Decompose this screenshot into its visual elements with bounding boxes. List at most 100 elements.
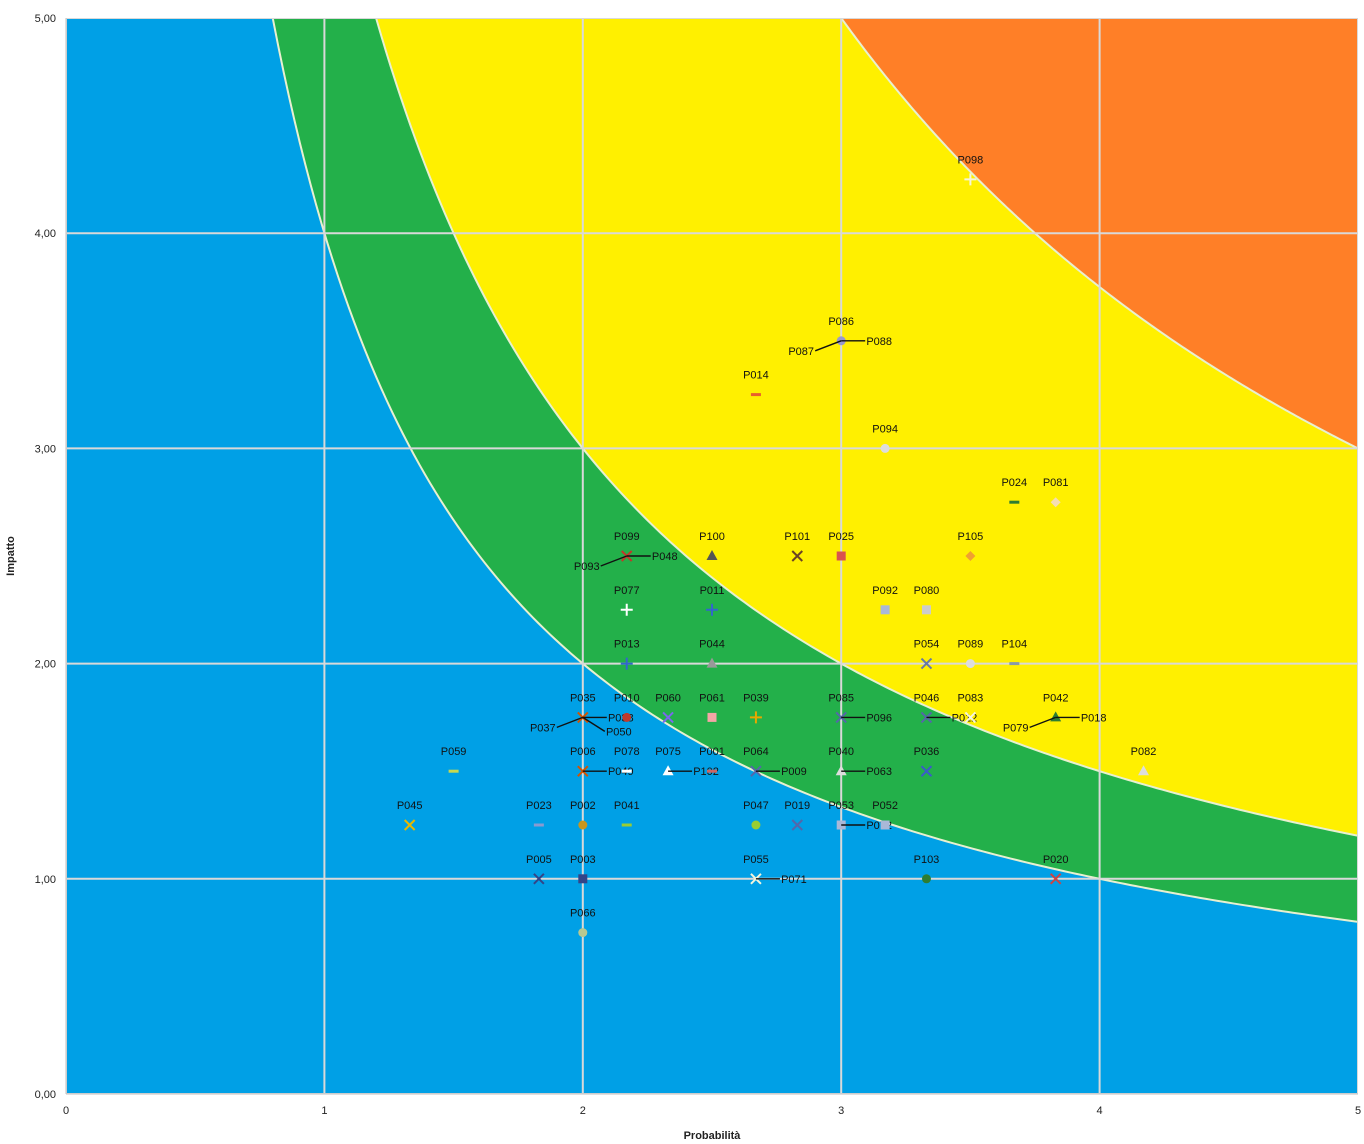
- point-label: P048: [652, 551, 678, 563]
- point-label: P086: [828, 316, 854, 328]
- data-point-P025: P025: [828, 531, 854, 561]
- data-point-P048: P048: [626, 551, 678, 563]
- data-point-P096: P096: [841, 712, 892, 724]
- point-label: P093: [574, 561, 600, 573]
- data-point-P050: P050: [582, 716, 632, 738]
- data-point-P103: P103: [914, 854, 939, 884]
- data-point-P019: P019: [784, 800, 810, 831]
- point-label: P045: [397, 800, 423, 812]
- x-tick-label: 0: [63, 1105, 69, 1117]
- point-label: P003: [570, 854, 596, 866]
- y-tick-label: 4,00: [35, 228, 56, 240]
- y-tick-label: 2,00: [35, 659, 56, 671]
- data-point-P061: P061: [699, 692, 725, 722]
- data-point-P098: P098: [958, 154, 984, 186]
- data-point-P066: P066: [570, 908, 596, 938]
- data-point-P078: P078: [614, 746, 640, 773]
- point-label: P040: [828, 746, 854, 758]
- data-point-P013: P013: [614, 639, 640, 670]
- x-tick-label: 2: [580, 1105, 586, 1117]
- data-point-P079: P079: [1003, 716, 1056, 734]
- point-label: P092: [872, 585, 898, 597]
- data-point-P102: P102: [668, 766, 719, 778]
- point-label: P088: [866, 336, 892, 348]
- point-label: P050: [606, 726, 632, 738]
- data-point-P049: P049: [582, 766, 634, 778]
- data-point-P083: P083: [958, 692, 984, 724]
- point-label: P046: [914, 692, 940, 704]
- data-point-P063: P063: [841, 766, 892, 778]
- data-point-P047: P047: [743, 800, 769, 830]
- data-point-P094: P094: [872, 423, 898, 453]
- point-label: P085: [828, 692, 854, 704]
- data-point-P077: P077: [614, 585, 640, 616]
- point-label: P053: [828, 800, 854, 812]
- risk-zones: [66, 18, 1358, 1094]
- point-label: P077: [614, 585, 640, 597]
- point-label: P047: [743, 800, 769, 812]
- data-point-P088: P088: [841, 336, 892, 348]
- data-point-P089: P089: [958, 639, 984, 669]
- point-label: P082: [1131, 746, 1157, 758]
- data-points: P098 P086 P088 P087 P014 P094 P024 P081 P101 P025…: [397, 154, 1157, 938]
- data-point-P009: P009: [755, 766, 807, 778]
- point-label: P094: [872, 423, 898, 435]
- point-label: P035: [570, 692, 596, 704]
- data-point-P104: P104: [1001, 639, 1027, 666]
- data-point-P105: P105: [958, 531, 984, 561]
- data-point-P010: P010: [614, 692, 640, 722]
- data-point-P037: P037: [530, 716, 584, 734]
- y-axis-title: Impatto: [5, 536, 17, 576]
- data-point-P052: P052: [872, 800, 898, 830]
- data-point-P011: P011: [700, 585, 724, 616]
- point-label: P025: [828, 531, 854, 543]
- point-label: P080: [914, 585, 940, 597]
- point-label: P064: [743, 746, 769, 758]
- point-label: P010: [614, 692, 640, 704]
- point-label: P105: [958, 531, 984, 543]
- data-point-P040: P040: [828, 746, 854, 776]
- point-label: P044: [699, 639, 725, 651]
- point-label: P036: [914, 746, 940, 758]
- point-label: P002: [570, 800, 596, 812]
- data-point-P080: P080: [914, 585, 940, 615]
- data-point-P075: P075: [655, 746, 681, 776]
- point-label: P087: [788, 346, 814, 358]
- point-label: P101: [784, 531, 810, 543]
- point-label: P052: [872, 800, 898, 812]
- x-tick-label: 3: [838, 1105, 844, 1117]
- point-label: P060: [655, 692, 681, 704]
- point-label: P055: [743, 854, 769, 866]
- point-label: P096: [866, 712, 892, 724]
- x-tick-label: 4: [1097, 1105, 1103, 1117]
- point-label: P042: [1043, 692, 1069, 704]
- point-label: P061: [699, 692, 725, 704]
- data-point-P002: P002: [570, 800, 596, 830]
- data-point-P059: P059: [441, 746, 466, 773]
- data-point-P018: P018: [1055, 712, 1107, 724]
- data-point-P036: P036: [914, 746, 940, 777]
- point-label: P009: [781, 766, 807, 778]
- point-label: P089: [958, 639, 984, 651]
- point-label: P041: [614, 800, 640, 812]
- point-label: P066: [570, 908, 596, 920]
- point-label: P098: [958, 154, 984, 166]
- y-tick-label: 5,00: [35, 13, 56, 25]
- point-label: P012: [952, 712, 978, 724]
- point-label: P039: [743, 692, 769, 704]
- data-point-P101: P101: [784, 531, 810, 562]
- point-label: P100: [699, 531, 725, 543]
- data-point-P054: P054: [914, 639, 940, 670]
- data-point-P012: P012: [926, 712, 977, 724]
- point-label: P054: [914, 639, 940, 651]
- data-point-P014: P014: [743, 370, 769, 397]
- x-tick-label: 5: [1355, 1105, 1361, 1117]
- data-point-P039: P039: [743, 692, 769, 724]
- point-label: P083: [958, 692, 984, 704]
- point-label: P005: [526, 854, 552, 866]
- data-point-P071: P071: [755, 874, 807, 886]
- point-label: P079: [1003, 722, 1029, 734]
- point-label: P075: [655, 746, 681, 758]
- data-point-P001: P001: [699, 746, 725, 773]
